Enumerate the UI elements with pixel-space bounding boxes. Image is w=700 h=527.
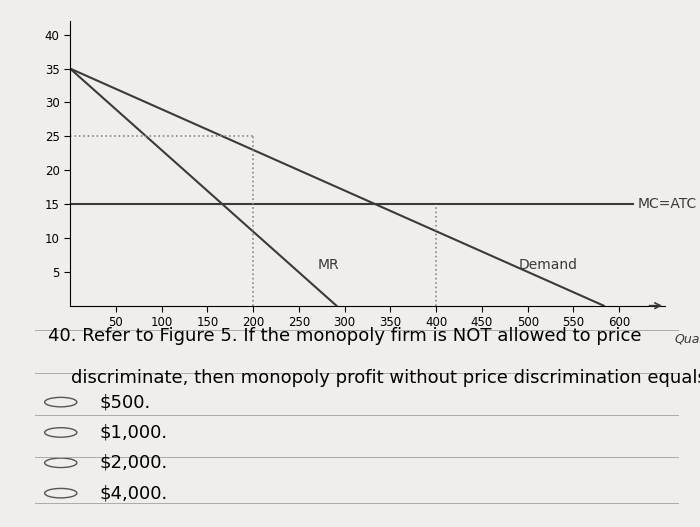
- Text: discriminate, then monopoly profit without price discrimination equals: discriminate, then monopoly profit witho…: [48, 369, 700, 387]
- Text: $500.: $500.: [99, 393, 150, 411]
- Text: $2,000.: $2,000.: [99, 454, 168, 472]
- Text: MR: MR: [317, 258, 339, 272]
- Text: $1,000.: $1,000.: [99, 424, 167, 442]
- Text: $4,000.: $4,000.: [99, 484, 168, 502]
- Text: Quantity: Quantity: [674, 333, 700, 346]
- Text: MC=ATC: MC=ATC: [638, 197, 696, 211]
- Text: 40. Refer to Figure 5. If the monopoly firm is NOT allowed to price: 40. Refer to Figure 5. If the monopoly f…: [48, 327, 641, 345]
- Text: Demand: Demand: [519, 258, 578, 272]
